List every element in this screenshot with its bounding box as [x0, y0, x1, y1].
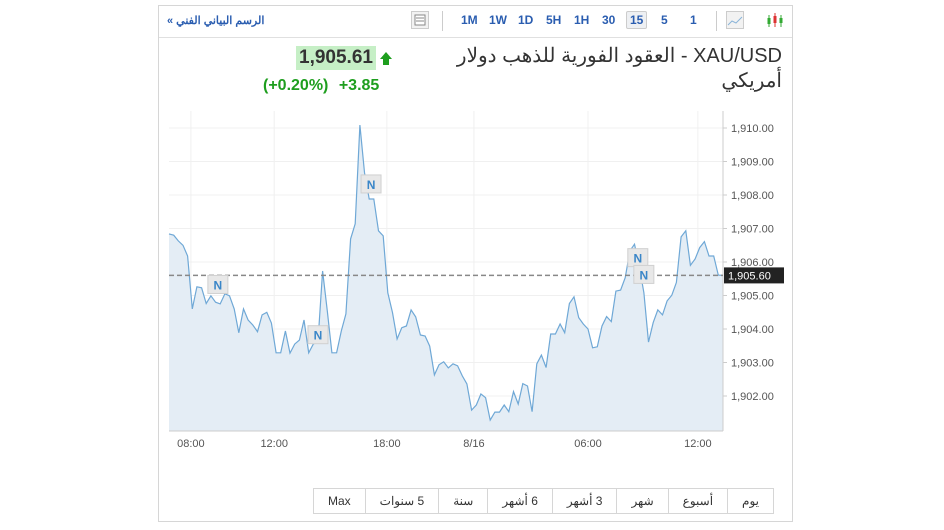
- news-marker-label: N: [214, 278, 223, 292]
- interval-1[interactable]: 1: [690, 13, 697, 27]
- interval-1D[interactable]: 1D: [518, 13, 534, 27]
- range-selector: يوم أسبوع شهر 3 أشهر 6 أشهر سنة 5 سنوات Max: [313, 488, 774, 514]
- divider: [716, 11, 717, 31]
- interval-1H[interactable]: 1H: [574, 13, 590, 27]
- last-price-tag: [724, 267, 784, 284]
- up-arrow-icon: [380, 52, 392, 59]
- x-tick-label: 8/16: [463, 438, 484, 450]
- y-tick-label: 1,907.00: [731, 224, 774, 236]
- range-button[interactable]: يوم: [727, 489, 773, 513]
- y-tick-label: 1,908.00: [731, 190, 774, 202]
- chart-toolbar: الرسم البياني الفني » 1M 1W 1D 5H 1H 30 …: [159, 6, 792, 38]
- last-price: 1,905.61: [296, 46, 376, 70]
- news-marker-label: N: [640, 268, 649, 282]
- news-marker[interactable]: N: [360, 174, 382, 194]
- technical-chart-link[interactable]: الرسم البياني الفني »: [167, 15, 265, 27]
- news-marker-label: N: [314, 329, 323, 343]
- y-tick-label: 1,910.00: [731, 123, 774, 135]
- interval-5H[interactable]: 5H: [546, 13, 562, 27]
- x-tick-label: 06:00: [574, 438, 602, 450]
- x-tick-label: 12:00: [684, 438, 712, 450]
- news-marker[interactable]: N: [307, 325, 329, 345]
- last-price-label: 1,905.60: [728, 270, 771, 282]
- range-button[interactable]: 3 أشهر: [551, 489, 617, 513]
- y-tick-label: 1,906.00: [731, 257, 774, 269]
- area-chart-icon[interactable]: [726, 11, 744, 29]
- y-tick-label: 1,909.00: [731, 157, 774, 169]
- x-tick-label: 08:00: [177, 438, 205, 450]
- up-arrow-icon-stem: [383, 59, 389, 65]
- range-button[interactable]: سنة: [438, 489, 487, 513]
- range-button[interactable]: شهر: [616, 489, 667, 513]
- candlestick-icon[interactable]: [766, 12, 784, 35]
- y-tick-label: 1,902.00: [731, 391, 774, 403]
- chart-widget: الرسم البياني الفني » 1M 1W 1D 5H 1H 30 …: [158, 5, 793, 522]
- price-chart[interactable]: 1,902.00 1,903.00 1,904.00 1,905.00 1,906.00…: [159, 6, 794, 476]
- news-marker[interactable]: N: [627, 248, 649, 268]
- range-button[interactable]: 5 سنوات: [364, 489, 439, 513]
- news-marker-box: [307, 325, 329, 345]
- interval-30[interactable]: 30: [602, 13, 616, 27]
- news-marker-box: [207, 274, 229, 294]
- instrument-title: XAU/USD - العقود الفورية للذهب دولار أمر…: [456, 45, 782, 92]
- change-pct: (+0.20%): [263, 77, 329, 94]
- range-button[interactable]: Max: [328, 494, 351, 508]
- range-button[interactable]: 6 أشهر: [487, 489, 552, 513]
- x-tick-label: 12:00: [260, 438, 288, 450]
- change-abs: +3.85: [338, 77, 380, 94]
- y-tick-label: 1,904.00: [731, 324, 774, 336]
- news-marker[interactable]: N: [633, 264, 655, 284]
- interval-5[interactable]: 5: [661, 13, 668, 27]
- news-marker-label: N: [367, 178, 376, 192]
- y-tick-label: 1,903.00: [731, 358, 774, 370]
- interval-1M[interactable]: 1M: [461, 13, 478, 27]
- price-change: (+0.20%) +3.85: [263, 77, 379, 95]
- x-tick-label: 18:00: [373, 438, 401, 450]
- news-marker[interactable]: N: [207, 274, 229, 294]
- divider: [442, 11, 443, 31]
- y-tick-label: 1,905.00: [731, 291, 774, 303]
- news-marker-label: N: [633, 252, 642, 266]
- layout-icon[interactable]: [411, 11, 429, 29]
- range-button[interactable]: أسبوع: [667, 489, 727, 513]
- interval-1W[interactable]: 1W: [489, 13, 507, 27]
- news-marker-box: [633, 264, 655, 284]
- news-marker-box: [360, 174, 382, 194]
- price-area: [169, 125, 723, 431]
- interval-15[interactable]: 15: [626, 11, 648, 29]
